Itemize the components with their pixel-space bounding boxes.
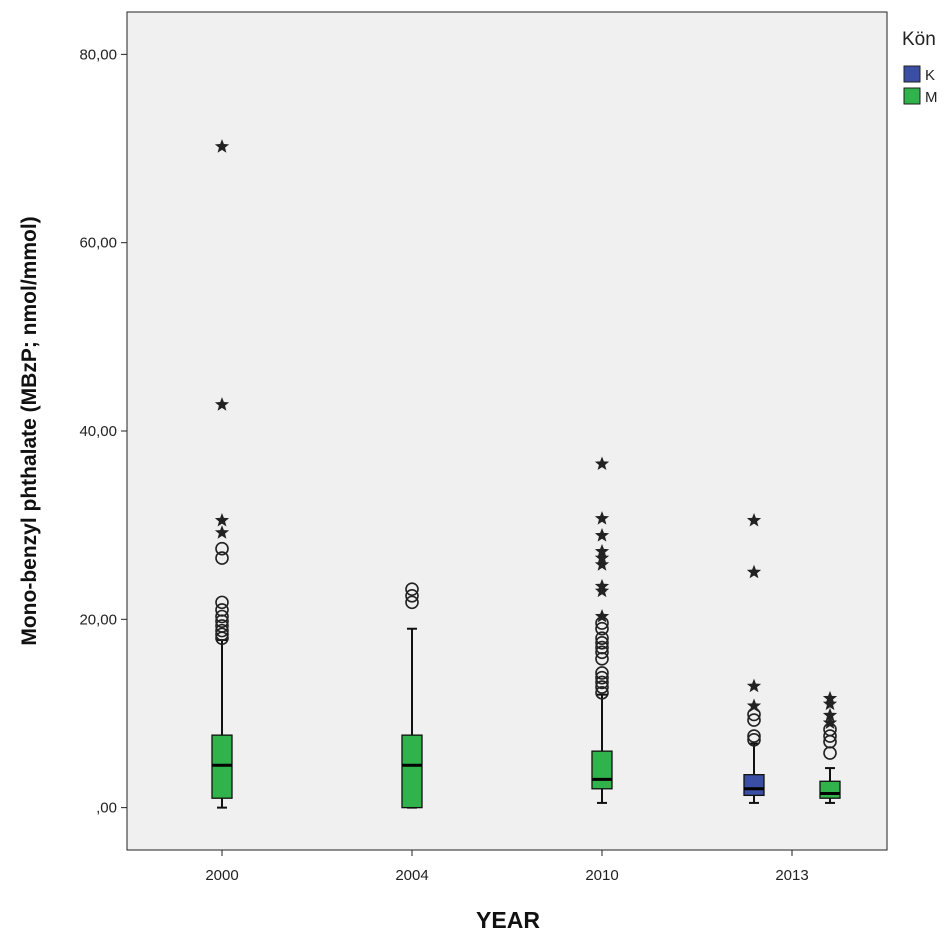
extreme-point (214, 512, 230, 527)
box-iqr (401, 734, 423, 809)
outlier-point (215, 627, 229, 642)
box-2000-M (211, 139, 233, 809)
extreme-point (746, 698, 762, 713)
legend-swatch (903, 87, 921, 105)
extreme-point (594, 557, 610, 571)
outlier-point (215, 623, 229, 638)
outlier-point (595, 670, 609, 685)
outlier-point (595, 640, 609, 655)
outlier-point (595, 680, 609, 694)
outlier-point (747, 733, 761, 747)
outlier-point (747, 729, 761, 743)
box-iqr (743, 774, 765, 797)
extreme-point (594, 608, 610, 623)
outlier-point (595, 636, 609, 650)
extreme-point (822, 690, 838, 705)
outlier-point (215, 551, 229, 565)
outlier-point (595, 685, 609, 700)
outlier-point (215, 595, 229, 610)
legend: Kön KM (902, 29, 938, 106)
box-series (211, 139, 841, 809)
extreme-point (214, 139, 230, 153)
extreme-point (746, 564, 762, 579)
extreme-point (822, 715, 838, 729)
box-2010-M (591, 456, 613, 804)
outlier-point (747, 713, 761, 727)
legend-swatch (903, 65, 921, 83)
extreme-point (594, 550, 610, 565)
y-tick-label: 80,00 (79, 46, 117, 63)
y-axis-title: Mono-benzyl phthalate (MBzP; nmol/mmol) (18, 216, 41, 645)
box-iqr (591, 750, 613, 790)
box-2013-M (819, 690, 841, 804)
outlier-point (405, 595, 419, 610)
extreme-point (594, 528, 610, 542)
outlier-point (405, 588, 419, 603)
plot-area (126, 11, 888, 851)
legend-label: K (925, 67, 935, 84)
outlier-point (405, 582, 419, 596)
y-tick-label: 60,00 (79, 235, 117, 252)
extreme-point (822, 707, 838, 722)
extreme-point (746, 512, 762, 527)
extreme-point (594, 583, 610, 598)
extreme-point (594, 511, 610, 525)
x-axis: 2000 2004 2010 2013 (205, 850, 809, 884)
outlier-point (595, 666, 609, 680)
outlier-point (215, 603, 229, 617)
outlier-point (595, 631, 609, 645)
x-tick-label: 2004 (395, 867, 428, 884)
extreme-point (822, 696, 838, 711)
outlier-point (595, 645, 609, 660)
extreme-point (594, 544, 610, 558)
box-2013-K (743, 512, 765, 804)
outlier-point (595, 675, 609, 690)
box-iqr (819, 780, 841, 799)
legend-label: M (925, 89, 938, 106)
outlier-point (595, 621, 609, 636)
box-2004-M (401, 582, 423, 809)
x-tick-label: 2013 (775, 867, 808, 884)
y-axis: ,00 20,00 40,00 60,00 80,00 (79, 46, 127, 817)
extreme-point (746, 678, 762, 693)
x-tick-label: 2010 (585, 867, 618, 884)
y-tick-label: 20,00 (79, 611, 117, 628)
extreme-point (214, 525, 230, 539)
extreme-point (214, 397, 230, 411)
outlier-point (215, 619, 229, 633)
extreme-point (594, 456, 610, 471)
extreme-point (594, 578, 610, 593)
outlier-point (215, 541, 229, 556)
y-tick-label: ,00 (96, 800, 117, 817)
outlier-point (823, 729, 837, 743)
x-tick-label: 2000 (205, 867, 238, 884)
y-tick-label: 40,00 (79, 423, 117, 440)
x-axis-title: YEAR (476, 907, 540, 933)
legend-title: Kön (902, 29, 936, 50)
outlier-point (215, 609, 229, 624)
